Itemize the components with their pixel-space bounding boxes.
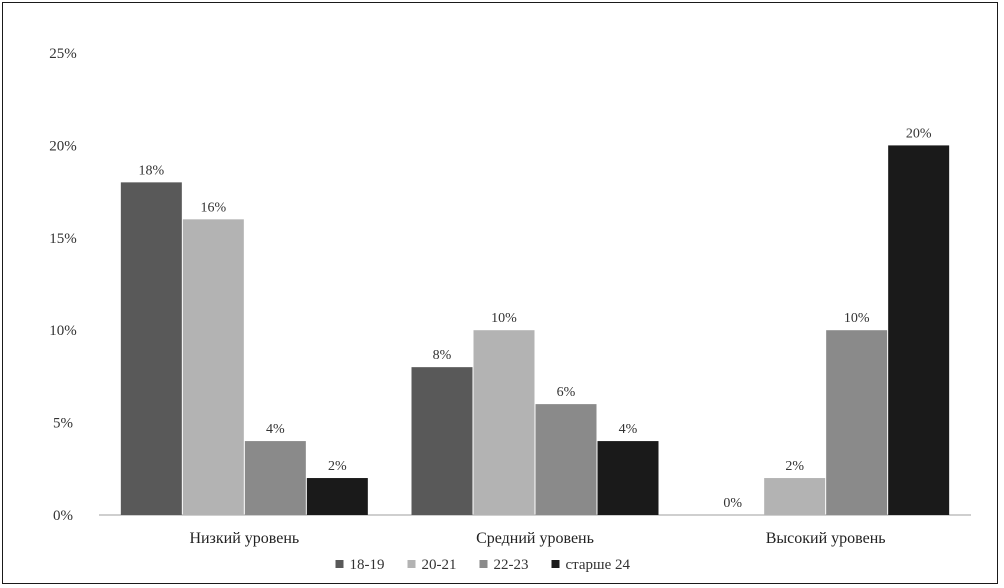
legend-label: старше 24 — [566, 557, 631, 573]
bar-2-2 — [826, 330, 888, 515]
bar-1-2 — [535, 404, 597, 515]
data-label: 2% — [785, 459, 804, 474]
y-tick-label: 10% — [49, 323, 77, 339]
category-label: Средний уровень — [476, 530, 594, 547]
bar-1-0 — [411, 367, 473, 515]
bar-1-1 — [473, 330, 535, 515]
legend-label: 18-19 — [350, 557, 385, 573]
data-label: 2% — [328, 459, 347, 474]
bar-0-0 — [120, 182, 182, 516]
bar-chart: 0% 5% 10% 15% 20% 25% 18% 16% 4% 2% Низкий уровень… — [49, 46, 971, 573]
data-label: 8% — [433, 348, 452, 363]
bar-2-1 — [764, 478, 826, 515]
y-tick-label: 20% — [49, 138, 77, 154]
category-label: Низкий уровень — [189, 530, 299, 547]
legend-label: 22-23 — [494, 557, 529, 573]
legend-swatch-1 — [407, 560, 416, 568]
data-label: 10% — [491, 311, 517, 326]
data-label: 16% — [200, 200, 226, 215]
bar-2-3 — [888, 145, 950, 515]
data-label: 0% — [723, 496, 742, 511]
legend-swatch-2 — [479, 560, 488, 568]
data-label: 4% — [619, 422, 638, 437]
legend-label: 20-21 — [422, 557, 457, 573]
bar-0-1 — [182, 219, 244, 515]
y-tick-label: 0% — [53, 508, 73, 524]
y-tick-label: 15% — [49, 231, 77, 247]
legend-swatch-3 — [551, 560, 560, 568]
bar-1-3 — [597, 441, 659, 515]
data-label: 20% — [906, 126, 932, 141]
y-tick-label: 25% — [49, 46, 77, 62]
bar-0-2 — [244, 441, 306, 515]
category-label: Высокий уровень — [766, 530, 886, 547]
y-tick-label: 5% — [53, 416, 73, 432]
data-label: 18% — [138, 163, 164, 178]
data-label: 4% — [266, 422, 285, 437]
data-label: 6% — [557, 385, 576, 400]
legend-swatch-0 — [335, 560, 344, 568]
data-label: 10% — [844, 311, 870, 326]
bar-0-3 — [306, 478, 368, 515]
